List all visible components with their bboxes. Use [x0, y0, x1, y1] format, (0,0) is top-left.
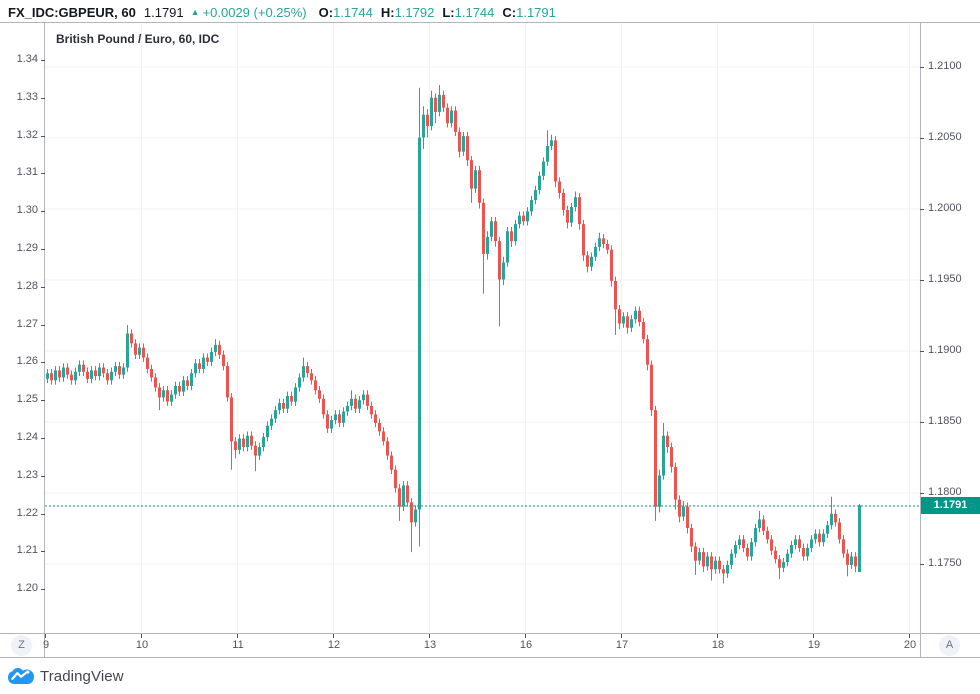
time-axis-tick	[525, 634, 526, 638]
left-axis-tick	[41, 249, 45, 250]
left-axis-tick	[41, 589, 45, 590]
left-axis-tick	[41, 98, 45, 99]
plot-border-top	[0, 22, 980, 23]
time-axis-label: 9	[42, 639, 50, 651]
open-value: O:1.1744	[318, 4, 373, 20]
low-value: L:1.1744	[442, 4, 495, 20]
left-axis-tick-label: 1.28	[16, 279, 38, 292]
time-axis-tick	[909, 634, 910, 638]
left-axis-tick	[41, 362, 45, 363]
right-axis-border	[920, 22, 921, 658]
right-axis-tick	[920, 421, 924, 423]
left-axis-tick-label: 1.32	[16, 128, 38, 141]
left-axis-tick-label: 1.29	[16, 242, 38, 254]
time-axis-border	[0, 657, 980, 658]
right-axis-tick	[920, 563, 924, 565]
last-price-tag: 1.1791	[921, 497, 980, 515]
left-axis-tick-label: 1.26	[16, 355, 38, 368]
time-axis-tick	[333, 634, 334, 638]
tradingview-brand-text[interactable]: TradingView	[40, 667, 124, 685]
time-axis-tick	[717, 634, 718, 638]
time-axis-label: 19	[807, 639, 821, 651]
left-axis-tick-label: 1.20	[16, 582, 38, 595]
left-axis-tick	[41, 476, 45, 477]
tradingview-logo-icon[interactable]	[8, 665, 34, 687]
time-axis-label: 11	[232, 639, 244, 651]
left-axis-tick-label: 1.34	[16, 53, 38, 65]
footer-bar: TradingView	[0, 658, 980, 694]
left-axis-tick	[41, 60, 45, 61]
up-arrow-icon: ▲	[190, 7, 200, 17]
right-axis-tick	[920, 137, 924, 139]
left-axis-tick	[41, 173, 45, 174]
left-axis-tick	[41, 287, 45, 288]
time-axis-tick	[813, 634, 814, 638]
left-axis-tick-label: 1.24	[16, 431, 38, 443]
time-axis-tick	[45, 634, 46, 638]
right-axis-tick-label: 1.2050	[928, 130, 962, 143]
time-axis-label: 18	[711, 639, 725, 651]
left-axis-tick-label: 1.22	[16, 506, 38, 519]
candlestick-chart-svg	[45, 23, 920, 633]
left-axis-tick-label: 1.21	[16, 544, 38, 557]
right-axis-tick-label: 1.1750	[928, 556, 962, 569]
right-axis-tick	[920, 208, 924, 210]
left-axis-tick	[41, 325, 45, 326]
time-axis-label: 16	[519, 639, 533, 651]
chart-legend: FX_IDC:GBPEUR, 60 1.1791 ▲ +0.0029 (+0.2…	[8, 3, 564, 21]
time-axis-tick	[429, 634, 430, 638]
close-value: C:1.1791	[502, 4, 556, 20]
last-price: 1.1791	[143, 4, 184, 20]
chart-title: British Pound / Euro, 60, IDC	[56, 32, 220, 46]
plot-border-bottom	[0, 633, 980, 634]
price-change: +0.0029 (+0.25%)	[202, 4, 307, 20]
time-axis-tick	[237, 634, 238, 638]
right-axis-tick-label: 1.1800	[928, 485, 962, 498]
right-axis-tick	[920, 279, 924, 281]
left-axis-tick	[41, 136, 45, 137]
left-axis-tick-label: 1.25	[16, 393, 38, 406]
right-axis-tick-label: 1.1850	[928, 414, 962, 427]
left-axis-tick-label: 1.30	[16, 204, 38, 217]
high-value: H:1.1792	[380, 4, 435, 20]
left-axis-tick-label: 1.23	[16, 468, 38, 481]
right-axis-tick-label: 1.2100	[928, 59, 962, 72]
left-axis-tick	[41, 400, 45, 401]
right-axis-tick	[920, 492, 924, 494]
left-axis-tick-label: 1.27	[16, 317, 38, 330]
left-axis-tick	[41, 514, 45, 515]
symbol-label[interactable]: FX_IDC:GBPEUR, 60	[8, 4, 136, 20]
left-axis-tick-label: 1.31	[16, 166, 38, 179]
left-axis-border	[44, 22, 45, 658]
left-axis-tick	[41, 551, 45, 552]
left-axis-tick	[41, 211, 45, 212]
time-axis-label: 17	[615, 639, 629, 651]
time-axis-label: 10	[135, 639, 149, 651]
right-axis-tick-label: 1.2000	[928, 201, 962, 214]
right-axis-tick-label: 1.1950	[928, 272, 962, 285]
timezone-button[interactable]: Z	[11, 635, 32, 656]
plot-area[interactable]: British Pound / Euro, 60, IDC	[45, 23, 920, 633]
time-axis-tick	[141, 634, 142, 638]
time-axis-label: 13	[423, 639, 437, 651]
left-axis-tick-label: 1.33	[16, 90, 38, 103]
auto-scale-button[interactable]: A	[939, 635, 960, 656]
time-axis-label: 20	[903, 639, 917, 651]
right-axis-tick-label: 1.1900	[928, 343, 962, 356]
left-axis-tick	[41, 438, 45, 439]
time-axis-label: 12	[327, 639, 341, 651]
right-axis-tick	[920, 66, 924, 68]
right-axis-tick	[920, 350, 924, 352]
time-axis-tick	[621, 634, 622, 638]
